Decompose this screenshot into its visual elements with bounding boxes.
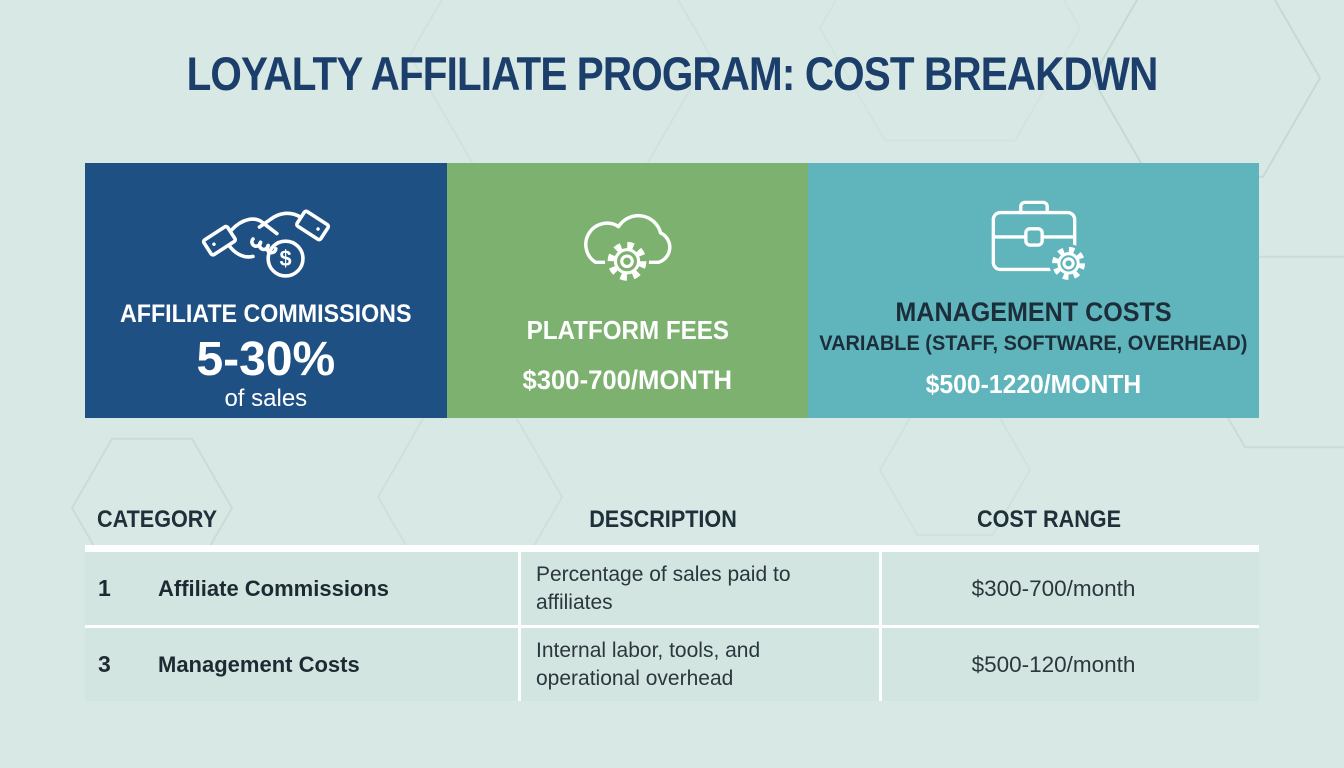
- card-value: 5-30%: [196, 333, 336, 386]
- row-description: Internal labor, tools, and operational o…: [536, 638, 761, 690]
- row-cost-range: $500-120/month: [971, 651, 1136, 677]
- row-number: 1: [98, 575, 111, 601]
- cloud-gear-icon: [564, 193, 690, 297]
- card-management-costs: MANAGEMENT COSTS VARIABLE (STAFF, SOFTWA…: [808, 163, 1260, 418]
- description-cell: Percentage of sales paid to affiliates: [518, 552, 879, 625]
- row-category: Management Costs: [158, 651, 360, 677]
- card-title: PLATFORM FEES: [526, 315, 729, 345]
- table-header-row: CATEGORY DESCRIPTION COST RANGE: [85, 495, 1259, 545]
- cost-range-cell: $500-120/month: [879, 628, 1259, 701]
- briefcase-gear-icon: [973, 189, 1095, 293]
- svg-text:$: $: [279, 246, 291, 271]
- category-cell: 3 Management Costs: [85, 628, 518, 701]
- row-cost-range: $300-700/month: [971, 575, 1136, 601]
- column-header-cost-range: COST RANGE: [976, 506, 1121, 533]
- row-category: Affiliate Commissions: [158, 575, 390, 601]
- column-header-description: DESCRIPTION: [589, 506, 738, 533]
- column-header-category: CATEGORY: [97, 506, 218, 533]
- card-value: $300-700/MONTH: [522, 365, 733, 395]
- category-cell: 1 Affiliate Commissions: [85, 552, 518, 625]
- card-platform-fees: PLATFORM FEES $300-700/MONTH: [446, 163, 809, 418]
- row-description: Percentage of sales paid to affiliates: [536, 562, 791, 614]
- cost-table: CATEGORY DESCRIPTION COST RANGE 1 Affili…: [85, 495, 1259, 701]
- card-note: of sales: [224, 385, 308, 412]
- card-title: AFFILIATE COMMISSIONS: [120, 300, 412, 328]
- page-title: LOYALTY AFFILIATE PROGRAM: COST BREAKDWN: [186, 47, 1159, 100]
- card-value: $500-1220/MONTH: [925, 369, 1142, 399]
- table-row: 1 Affiliate Commissions Percentage of sa…: [85, 552, 1259, 625]
- cost-range-cell: $300-700/month: [879, 552, 1259, 625]
- row-number: 3: [98, 651, 111, 677]
- table-row: 3 Management Costs Internal labor, tools…: [85, 625, 1259, 701]
- card-affiliate-commissions: $ AFFILIATE COMMISSIONS 5-30% of sales: [85, 163, 447, 418]
- handshake-dollar-icon: $: [200, 187, 332, 291]
- description-cell: Internal labor, tools, and operational o…: [518, 628, 879, 701]
- card-subtitle: VARIABLE (STAFF, SOFTWARE, OVERHEAD): [819, 332, 1248, 355]
- cost-cards: $ AFFILIATE COMMISSIONS 5-30% of sales: [85, 163, 1260, 418]
- card-title: MANAGEMENT COSTS: [895, 297, 1172, 327]
- header-divider: [85, 545, 1259, 552]
